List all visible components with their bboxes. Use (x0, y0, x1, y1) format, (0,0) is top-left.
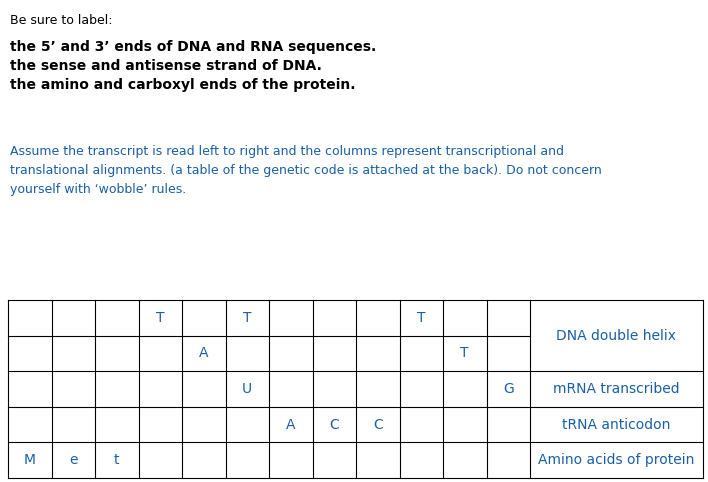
Text: Assume the transcript is read left to right and the columns represent transcript: Assume the transcript is read left to ri… (10, 145, 602, 196)
Text: mRNA transcribed: mRNA transcribed (553, 382, 680, 396)
Text: T: T (417, 311, 426, 325)
Text: tRNA anticodon: tRNA anticodon (562, 417, 670, 431)
Text: C: C (373, 417, 382, 431)
Text: the sense and antisense strand of DNA.: the sense and antisense strand of DNA. (10, 59, 322, 73)
Text: the amino and carboxyl ends of the protein.: the amino and carboxyl ends of the prote… (10, 78, 355, 92)
Text: Be sure to label:: Be sure to label: (10, 14, 113, 27)
Text: T: T (156, 311, 164, 325)
Text: t: t (114, 453, 120, 467)
Text: A: A (286, 417, 295, 431)
Text: Amino acids of protein: Amino acids of protein (538, 453, 695, 467)
Text: DNA double helix: DNA double helix (556, 329, 677, 343)
Text: C: C (329, 417, 339, 431)
Text: e: e (69, 453, 77, 467)
Text: M: M (24, 453, 35, 467)
Text: G: G (503, 382, 513, 396)
Text: the 5’ and 3’ ends of DNA and RNA sequences.: the 5’ and 3’ ends of DNA and RNA sequen… (10, 40, 376, 54)
Text: A: A (199, 347, 208, 361)
Text: U: U (242, 382, 252, 396)
Text: T: T (243, 311, 251, 325)
Text: T: T (460, 347, 469, 361)
